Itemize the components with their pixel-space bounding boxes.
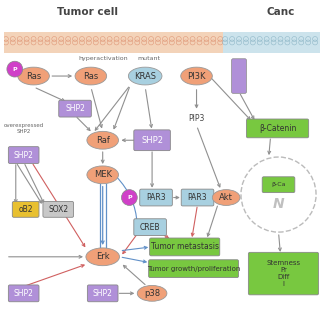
- Text: oB2: oB2: [19, 205, 33, 214]
- Text: Canc: Canc: [266, 7, 295, 17]
- Ellipse shape: [87, 131, 118, 149]
- FancyBboxPatch shape: [134, 130, 170, 151]
- Text: PIP3: PIP3: [188, 114, 205, 123]
- FancyBboxPatch shape: [181, 189, 214, 206]
- FancyBboxPatch shape: [134, 219, 166, 236]
- FancyBboxPatch shape: [232, 59, 246, 93]
- Text: SHP2: SHP2: [14, 289, 34, 298]
- Text: hyperactivation: hyperactivation: [78, 56, 127, 61]
- FancyBboxPatch shape: [246, 119, 309, 138]
- FancyBboxPatch shape: [12, 202, 39, 217]
- Text: Tumor metastasis: Tumor metastasis: [151, 243, 219, 252]
- Text: PAR3: PAR3: [188, 193, 207, 202]
- Text: P: P: [12, 67, 17, 72]
- Text: MEK: MEK: [94, 170, 112, 179]
- Ellipse shape: [18, 67, 49, 85]
- FancyBboxPatch shape: [148, 260, 238, 277]
- Bar: [4, 32, 223, 53]
- Text: β-Ca: β-Ca: [271, 182, 286, 187]
- Circle shape: [7, 61, 23, 77]
- Text: PAR3: PAR3: [146, 193, 166, 202]
- FancyBboxPatch shape: [87, 285, 118, 302]
- Text: KRAS: KRAS: [134, 72, 156, 81]
- Text: N: N: [273, 197, 284, 212]
- Text: SOX2: SOX2: [48, 205, 68, 214]
- Text: Ras: Ras: [83, 72, 99, 81]
- Text: p38: p38: [144, 289, 160, 298]
- FancyBboxPatch shape: [140, 189, 172, 206]
- Text: mutant: mutant: [138, 56, 161, 61]
- FancyBboxPatch shape: [8, 285, 39, 302]
- Text: P: P: [127, 195, 132, 200]
- Text: SHP2: SHP2: [93, 289, 113, 298]
- Ellipse shape: [212, 190, 240, 205]
- Ellipse shape: [87, 166, 118, 184]
- Text: SHP2: SHP2: [14, 151, 34, 160]
- Text: Raf: Raf: [96, 136, 110, 145]
- Ellipse shape: [128, 67, 162, 85]
- Text: SHP2: SHP2: [141, 136, 163, 145]
- Text: β-Catenin: β-Catenin: [259, 124, 296, 133]
- Text: SHP2: SHP2: [65, 104, 85, 113]
- Text: CREB: CREB: [140, 223, 160, 232]
- Circle shape: [122, 190, 137, 205]
- FancyBboxPatch shape: [59, 100, 91, 117]
- FancyBboxPatch shape: [43, 202, 74, 217]
- Text: overexpressed
SHP2: overexpressed SHP2: [4, 123, 44, 134]
- Text: Akt: Akt: [219, 193, 233, 202]
- Ellipse shape: [181, 67, 212, 85]
- Text: Tumor growth/proliferation: Tumor growth/proliferation: [147, 266, 240, 272]
- FancyBboxPatch shape: [150, 238, 220, 256]
- Ellipse shape: [137, 285, 167, 301]
- Bar: [223, 32, 320, 53]
- Text: Erk: Erk: [96, 252, 109, 261]
- FancyBboxPatch shape: [262, 177, 295, 193]
- FancyBboxPatch shape: [8, 147, 39, 164]
- Text: Tumor cell: Tumor cell: [57, 7, 118, 17]
- Ellipse shape: [75, 67, 107, 85]
- Text: Ras: Ras: [26, 72, 41, 81]
- Ellipse shape: [86, 248, 119, 266]
- Text: PI3K: PI3K: [187, 72, 206, 81]
- Text: Stemness
Pr
Diff
I: Stemness Pr Diff I: [266, 260, 300, 287]
- FancyBboxPatch shape: [248, 252, 318, 295]
